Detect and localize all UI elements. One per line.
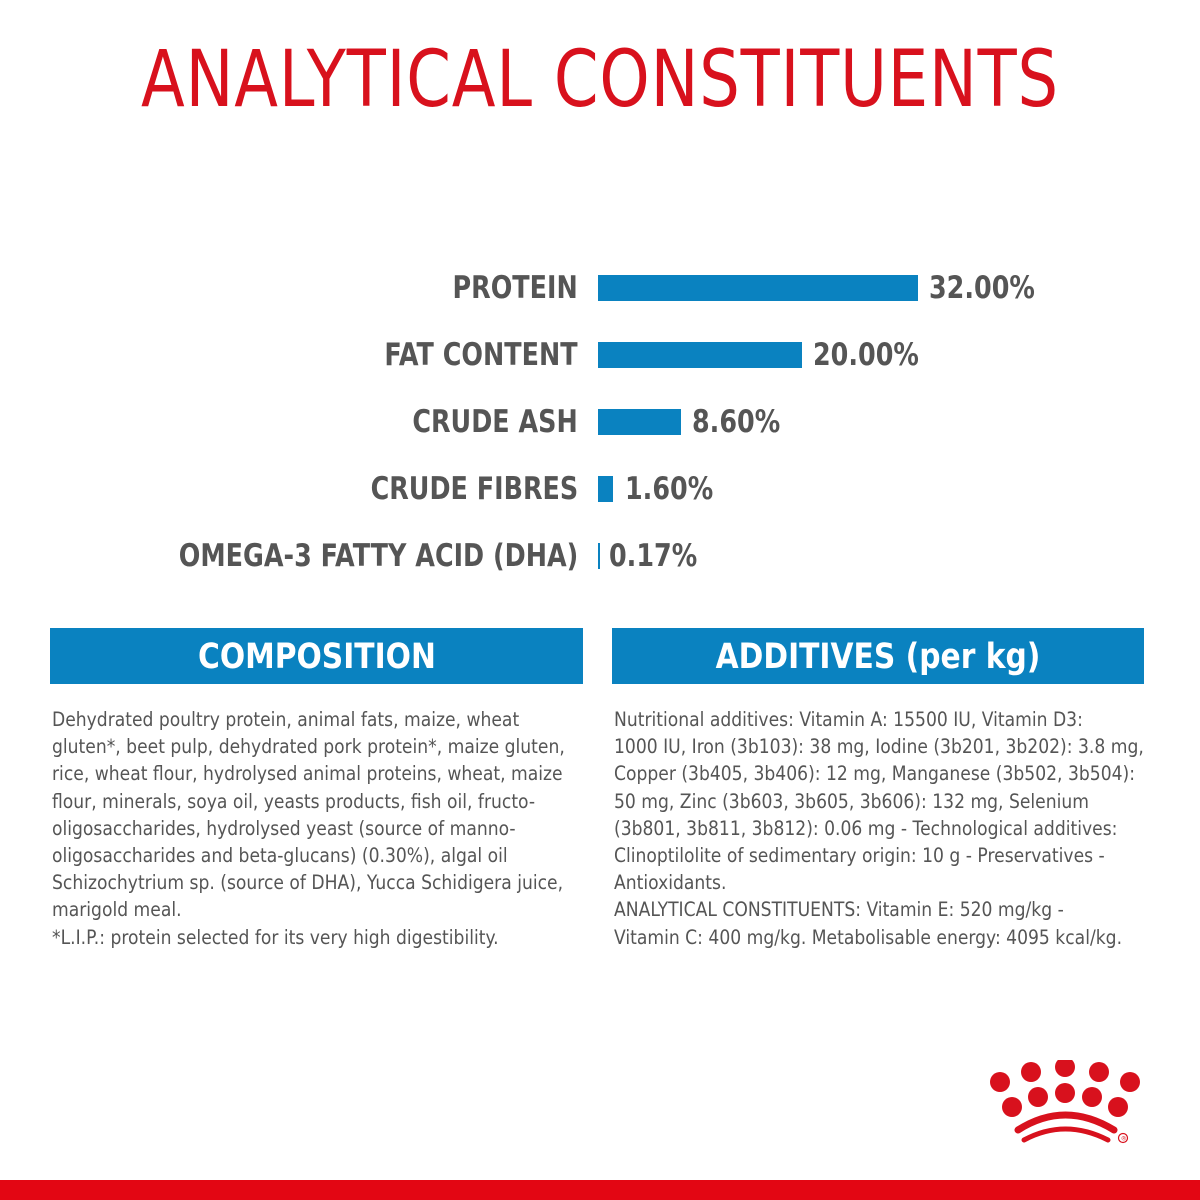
text-line: Nutritional additives: Vitamin A: 15500 …: [614, 708, 1083, 731]
chart-row-protein: PROTEIN 32.00%: [0, 268, 1200, 308]
text-line: ANALYTICAL CONSTITUENTS: Vitamin E: 520 …: [614, 898, 1064, 922]
text-line: gluten*, beet pulp, dehydrated pork prot…: [52, 735, 565, 759]
text-line: Schizochytrium sp. (source of DHA), Yucc…: [52, 871, 564, 895]
text-line: flour, minerals, soya oil, yeasts produc…: [52, 789, 536, 813]
bar-label: PROTEIN: [452, 270, 578, 306]
text-line: Vitamin C: 400 mg/kg. Metabolisable ener…: [614, 925, 1123, 949]
bar-label: CRUDE ASH: [412, 404, 578, 440]
bar-label: FAT CONTENT: [384, 337, 578, 373]
chart-row-fibres: CRUDE FIBRES 1.60%: [0, 469, 1200, 509]
text-line: Clinoptilolite of sedimentary origin: 10…: [614, 844, 1105, 868]
additives-heading-text: ADDITIVES (per kg): [715, 637, 1041, 677]
composition-heading-text: COMPOSITION: [197, 637, 436, 677]
text-line: marigold meal.: [52, 898, 182, 922]
chart-row-fat: FAT CONTENT 20.00%: [0, 335, 1200, 375]
chart-row-omega3: OMEGA-3 FATTY ACID (DHA) 0.17%: [0, 536, 1200, 576]
crown-icon: ®: [990, 1057, 1140, 1144]
bar-ash: [598, 409, 681, 435]
text-line: 1000 IU, Iron (3b103): 38 mg, Iodine (3b…: [614, 735, 1144, 759]
bar-label: OMEGA-3 FATTY ACID (DHA): [178, 538, 578, 574]
chart-row-ash: CRUDE ASH 8.60%: [0, 402, 1200, 442]
composition-text: Dehydrated poultry protein, animal fats,…: [52, 706, 672, 951]
bar-value: 32.00%: [929, 270, 1035, 306]
bar-fibres: [598, 476, 613, 502]
bar-value: 1.60%: [625, 471, 714, 507]
text-line: Copper (3b405, 3b406): 12 mg, Manganese …: [614, 762, 1136, 786]
bar-value: 20.00%: [813, 337, 919, 373]
bar-fat: [598, 342, 802, 368]
additives-heading: ADDITIVES (per kg): [612, 628, 1144, 684]
footer-bar: [0, 1180, 1200, 1200]
page-title: ANALYTICAL CONSTITUENTS: [141, 35, 1059, 125]
additives-text: Nutritional additives: Vitamin A: 15500 …: [614, 706, 1200, 951]
bar-protein: [598, 275, 918, 301]
text-line: oligosaccharides and beta-glucans) (0.30…: [52, 844, 508, 868]
text-line: 50 mg, Zinc (3b603, 3b605, 3b606): 132 m…: [614, 789, 1089, 813]
bar-label: CRUDE FIBRES: [370, 471, 578, 507]
text-line: oligosaccharides, hydrolysed yeast (sour…: [52, 816, 516, 840]
registered-mark: ®: [1121, 1136, 1127, 1143]
bar-value: 8.60%: [692, 404, 781, 440]
brand-logo: ®: [980, 1057, 1160, 1160]
text-line: Antioxidants.: [614, 871, 727, 895]
bar-value: 0.17%: [609, 538, 698, 574]
text-line: rice, wheat flour, hydrolysed animal pro…: [52, 762, 563, 786]
text-line: (3b801, 3b811, 3b812): 0.06 mg - Technol…: [614, 816, 1118, 840]
composition-heading: COMPOSITION: [50, 628, 583, 684]
text-line: Dehydrated poultry protein, animal fats,…: [52, 708, 520, 731]
text-line: *L.I.P.: protein selected for its very h…: [52, 925, 499, 949]
bar-omega3: [598, 543, 600, 569]
